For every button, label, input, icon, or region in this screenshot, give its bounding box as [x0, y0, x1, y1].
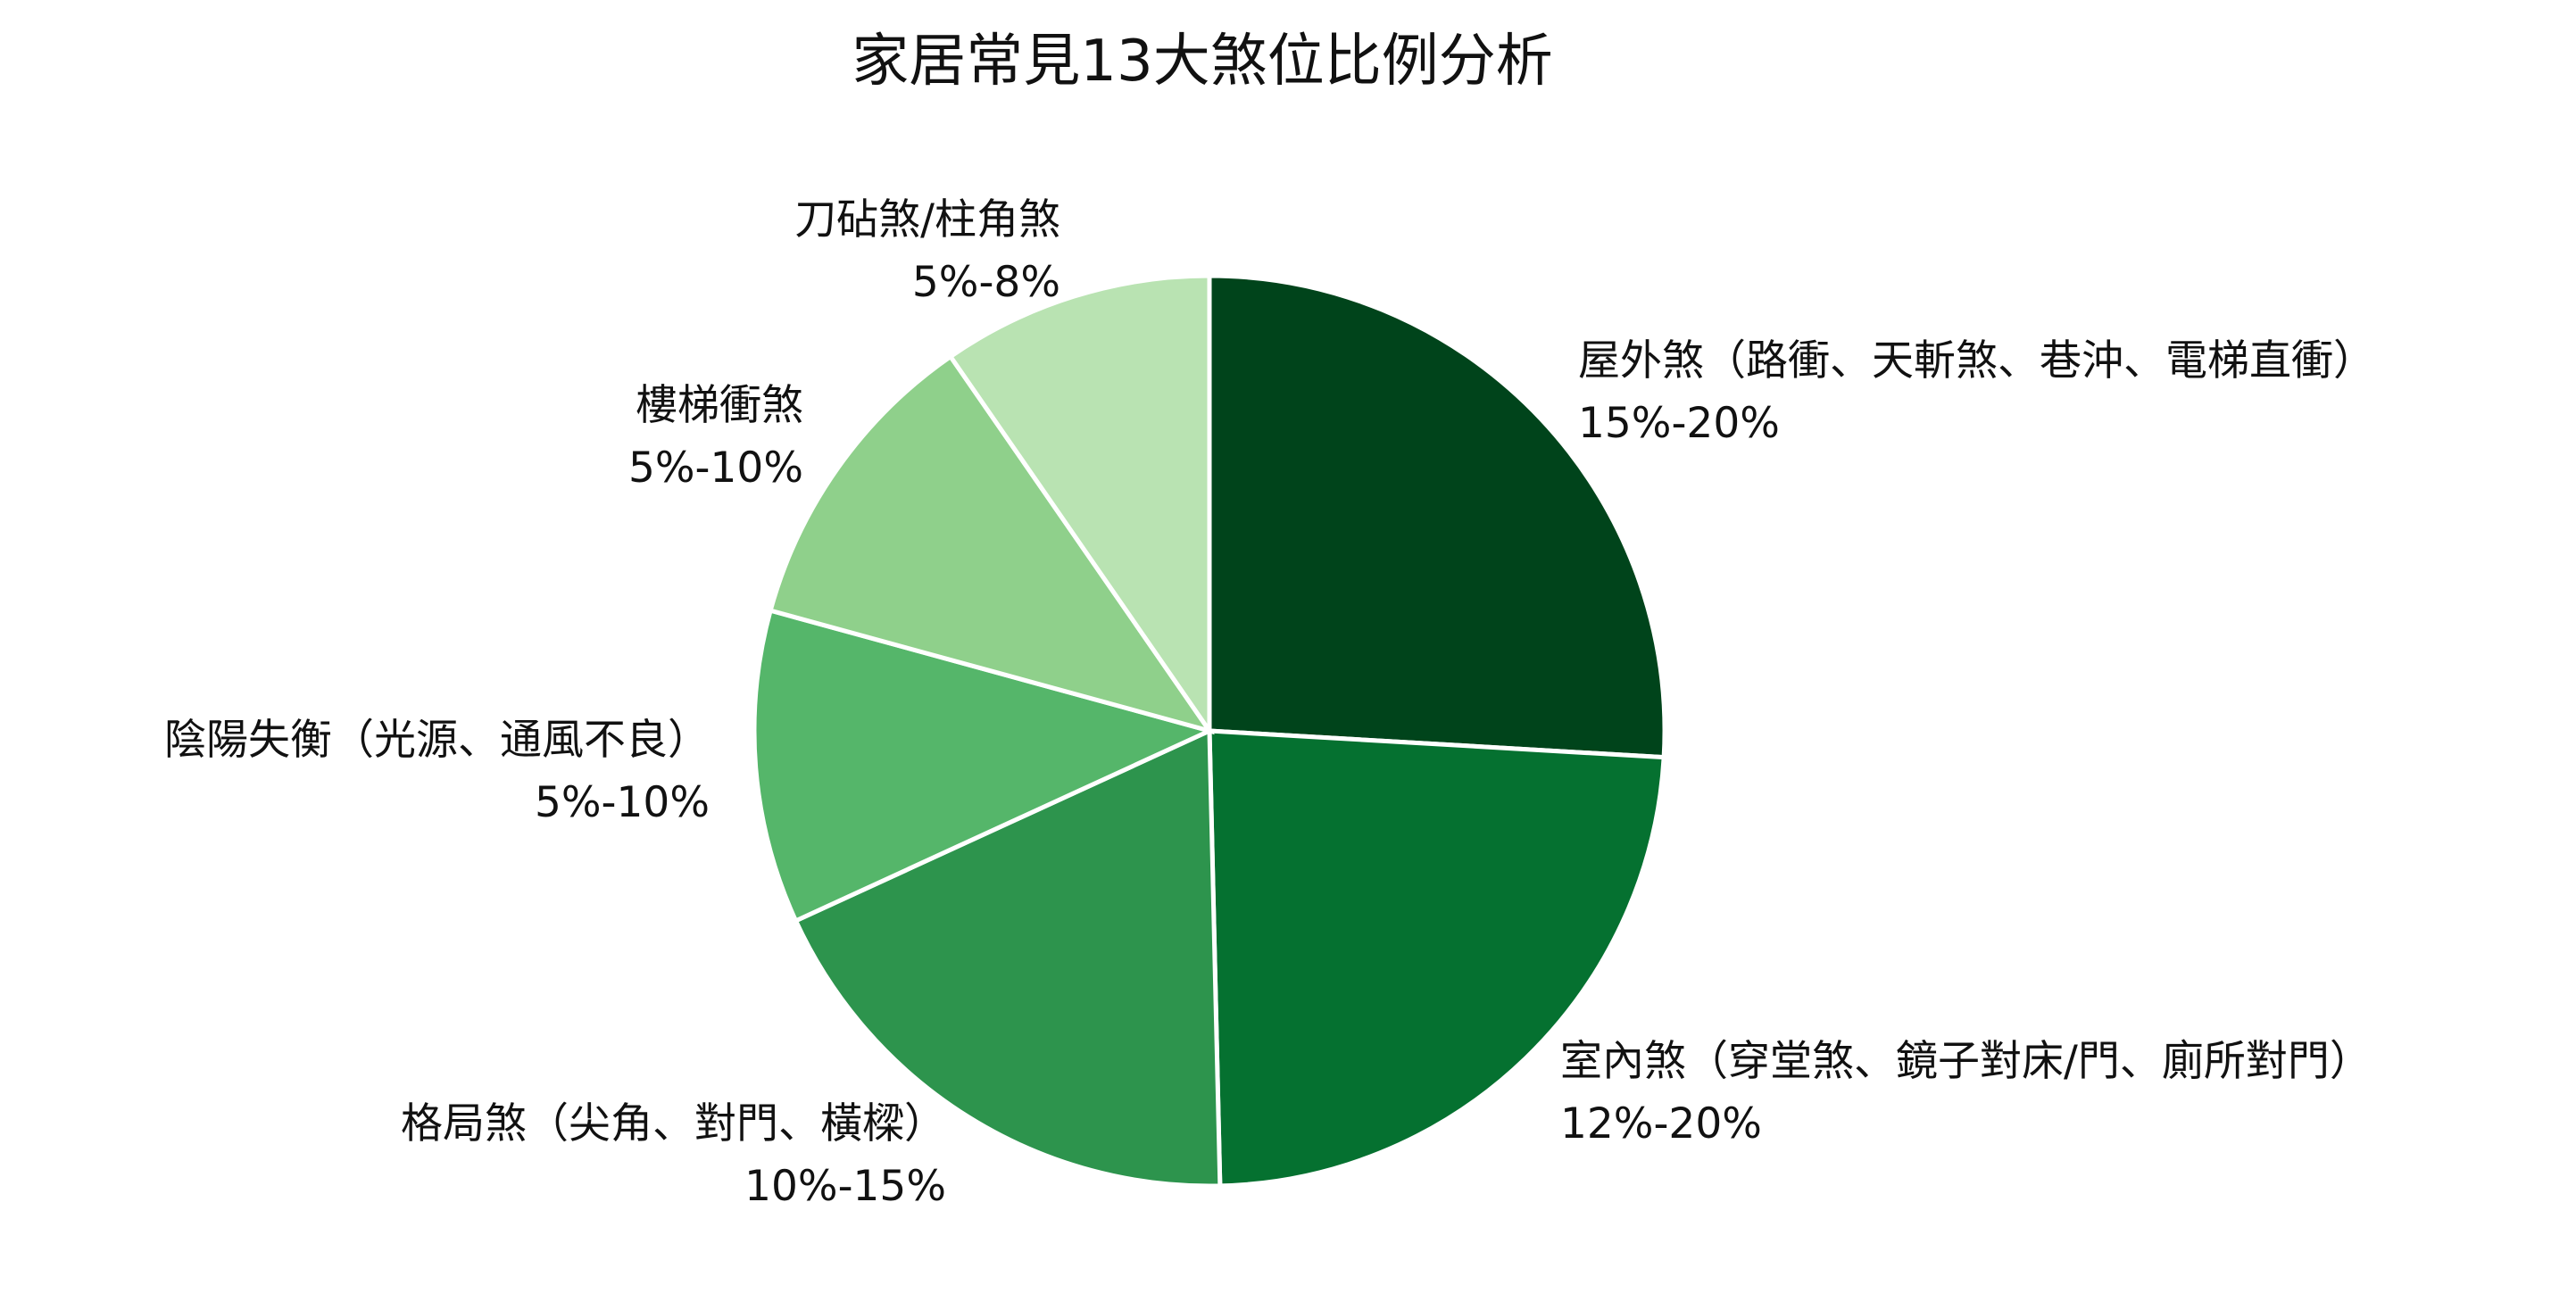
chart-title: 家居常見13大煞位比例分析	[852, 29, 1552, 95]
slice-range-5: 5%-10%	[628, 444, 803, 493]
slices-layer	[752, 273, 1667, 1189]
labels-layer: 屋外煞（路衝、天斬煞、巷沖、電梯直衝） 15%-20% 室內煞（穿堂煞、鏡子對床/門…	[164, 195, 2375, 1211]
pie-slice-3	[793, 727, 1223, 1189]
pie-slice-5	[768, 353, 1215, 735]
slice-label-2: 室內煞（穿堂煞、鏡子對床/門、廁所對門）	[1560, 1037, 2372, 1086]
slice-range-2: 12%-20%	[1560, 1099, 1762, 1148]
slice-label-4: 陰陽失衡（光源、通風不良）	[164, 716, 710, 765]
pie-slice-1	[1207, 273, 1667, 760]
slice-label-3: 格局煞（尖角、對門、橫樑）	[401, 1099, 946, 1148]
pie-slice-4	[752, 608, 1217, 924]
slice-label-1: 屋外煞（路衝、天斬煞、巷沖、電梯直衝）	[1578, 336, 2375, 386]
slice-range-4: 5%-10%	[535, 778, 710, 827]
slice-label-6: 刀砧煞/柱角煞	[794, 195, 1060, 245]
slice-range-6: 5%-8%	[912, 258, 1060, 307]
slice-label-5: 樓梯衝煞	[636, 381, 803, 430]
slice-range-1: 15%-20%	[1578, 399, 1780, 448]
pie-slice-6	[947, 273, 1212, 739]
pie-slice-2	[1207, 728, 1666, 1189]
slice-range-3: 10%-15%	[744, 1162, 946, 1211]
